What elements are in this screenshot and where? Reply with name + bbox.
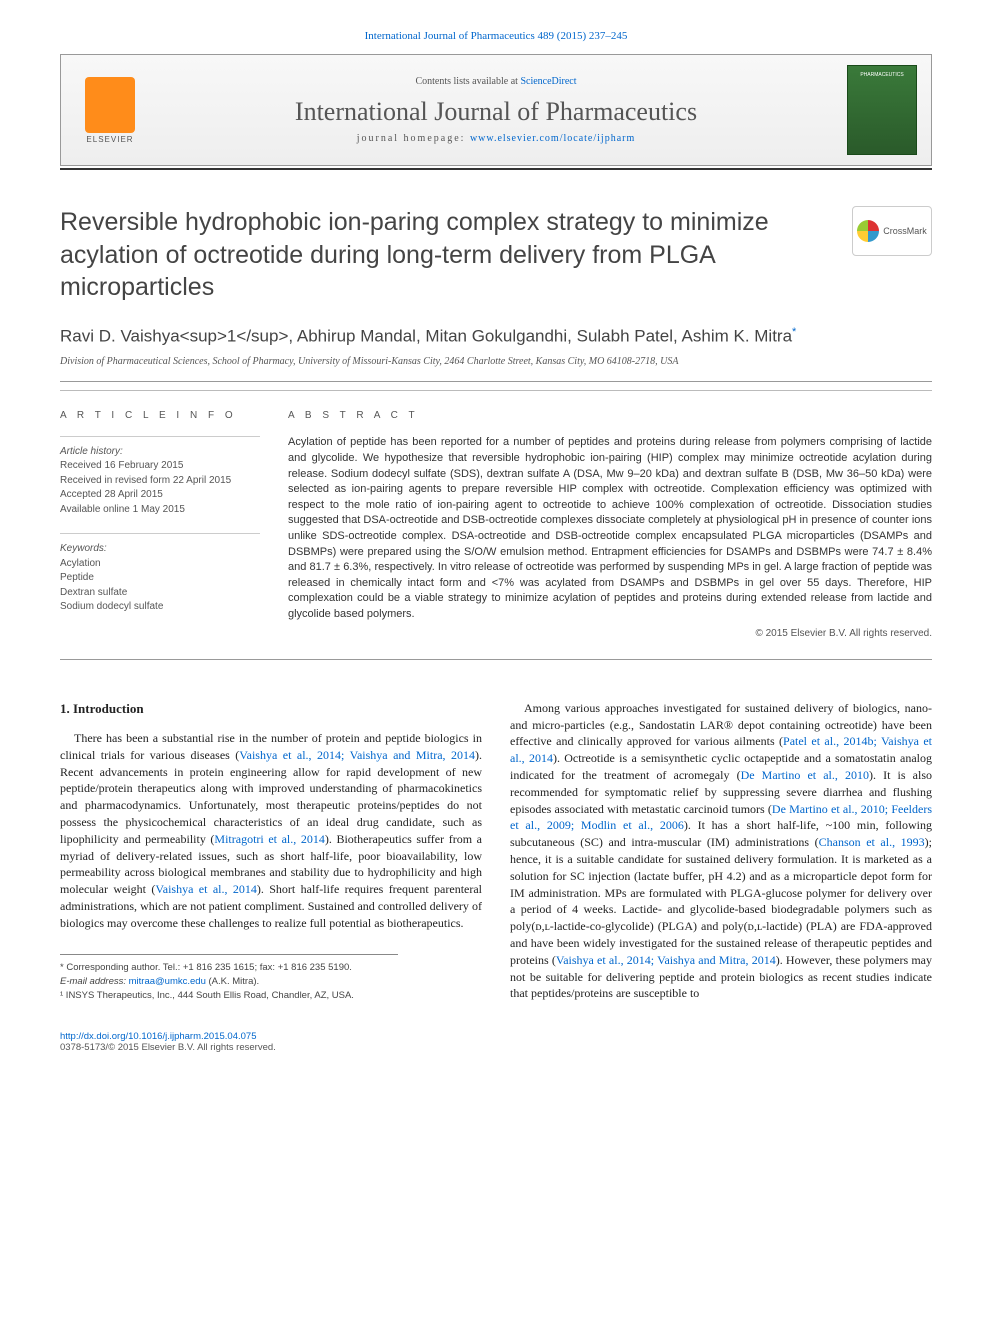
crossmark-label: CrossMark [883, 226, 927, 236]
info-abstract-row: A R T I C L E I N F O Article history: R… [60, 390, 932, 641]
keyword-4: Sodium dodecyl sulfate [60, 600, 260, 615]
history-head: Article history: [60, 446, 123, 457]
cite-demartino-a[interactable]: De Martino et al., 2010 [741, 768, 869, 782]
homepage-prefix: journal homepage: [357, 133, 470, 144]
crossmark-badge[interactable]: CrossMark [852, 206, 932, 256]
journal-title: International Journal of Pharmaceutics [159, 97, 833, 127]
abstract-head: A B S T R A C T [288, 409, 932, 423]
intro-p2: Among various approaches investigated fo… [510, 700, 932, 1002]
email-line: E-mail address: mitraa@umkc.edu (A.K. Mi… [60, 975, 398, 989]
body-col-left: 1. Introduction There has been a substan… [60, 700, 482, 1004]
email-label: E-mail address: [60, 976, 129, 987]
cite-vaishya-c[interactable]: Vaishya et al., 2014; Vaishya and Mitra,… [556, 953, 776, 967]
body-columns: 1. Introduction There has been a substan… [60, 700, 932, 1004]
header-center: Contents lists available at ScienceDirec… [159, 76, 833, 144]
header-divider [60, 168, 932, 170]
abstract-copyright: © 2015 Elsevier B.V. All rights reserved… [288, 627, 932, 641]
affiliation-divider [60, 381, 932, 382]
abstract: A B S T R A C T Acylation of peptide has… [288, 409, 932, 641]
contents-prefix: Contents lists available at [415, 76, 520, 87]
info-head: A R T I C L E I N F O [60, 409, 260, 424]
keyword-1: Acylation [60, 557, 260, 572]
affiliation: Division of Pharmaceutical Sciences, Sch… [60, 356, 932, 367]
journal-header: ELSEVIER Contents lists available at Sci… [60, 54, 932, 166]
footnotes: * Corresponding author. Tel.: +1 816 235… [60, 954, 398, 1004]
email-link[interactable]: mitraa@umkc.edu [129, 976, 206, 987]
online-date: Available online 1 May 2015 [60, 503, 260, 518]
title-row: Reversible hydrophobic ion-paring comple… [60, 206, 932, 304]
doi-link[interactable]: http://dx.doi.org/10.1016/j.ijpharm.2015… [60, 1031, 932, 1042]
journal-citation: International Journal of Pharmaceutics 4… [60, 30, 932, 42]
homepage-line: journal homepage: www.elsevier.com/locat… [159, 133, 833, 144]
revised-date: Received in revised form 22 April 2015 [60, 474, 260, 489]
elsevier-logo: ELSEVIER [75, 70, 145, 150]
cite-vaishya-2014a[interactable]: Vaishya et al., 2014; Vaishya and Mitra,… [239, 748, 475, 762]
footnote-1: ¹ INSYS Therapeutics, Inc., 444 South El… [60, 989, 398, 1003]
introduction-head: 1. Introduction [60, 700, 482, 718]
cite-mitragotri[interactable]: Mitragotri et al., 2014 [214, 832, 324, 846]
article-title: Reversible hydrophobic ion-paring comple… [60, 206, 832, 304]
article-info: A R T I C L E I N F O Article history: R… [60, 409, 260, 641]
received-date: Received 16 February 2015 [60, 459, 260, 474]
crossmark-icon [857, 220, 879, 242]
keywords-head: Keywords: [60, 543, 107, 554]
journal-cover-thumbnail [847, 65, 917, 155]
r5: ); hence, it is a suitable candidate for… [510, 835, 932, 967]
cite-chanson[interactable]: Chanson et al., 1993 [819, 835, 925, 849]
authors-text: Ravi D. Vaishya<sup>1</sup>, Abhirup Man… [60, 326, 792, 345]
elsevier-tree-icon [85, 77, 135, 133]
abstract-text: Acylation of peptide has been reported f… [288, 435, 932, 622]
cite-vaishya-2014b[interactable]: Vaishya et al., 2014 [155, 882, 256, 896]
intro-p1: There has been a substantial rise in the… [60, 730, 482, 932]
abstract-divider [60, 659, 932, 660]
homepage-link[interactable]: www.elsevier.com/locate/ijpharm [470, 133, 635, 144]
accepted-date: Accepted 28 April 2015 [60, 488, 260, 503]
publisher-name: ELSEVIER [86, 135, 133, 144]
keyword-2: Peptide [60, 571, 260, 586]
sciencedirect-link[interactable]: ScienceDirect [520, 76, 576, 87]
issn-copyright: 0378-5173/© 2015 Elsevier B.V. All right… [60, 1042, 932, 1053]
corresponding-note: * Corresponding author. Tel.: +1 816 235… [60, 961, 398, 975]
keyword-3: Dextran sulfate [60, 586, 260, 601]
authors-list: Ravi D. Vaishya<sup>1</sup>, Abhirup Man… [60, 326, 932, 347]
email-suffix: (A.K. Mitra). [206, 976, 259, 987]
contents-line: Contents lists available at ScienceDirec… [159, 76, 833, 87]
body-col-right: Among various approaches investigated fo… [510, 700, 932, 1004]
corresponding-asterisk: * [792, 326, 796, 338]
